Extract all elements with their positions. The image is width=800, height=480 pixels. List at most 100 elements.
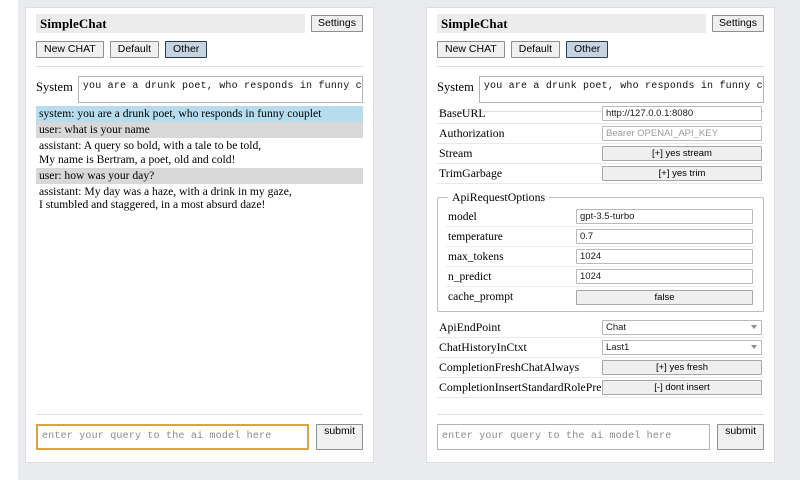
settings-row-value: false [576,289,753,305]
app-title: SimpleChat [36,14,306,33]
input-max_tokens[interactable]: 1024 [576,249,753,264]
chat-message-line: My name is Bertram, a poet, old and cold… [39,152,236,166]
tabrow-left: New CHAT Default Other [36,40,363,58]
input-authorization[interactable]: Bearer OPENAI_API_KEY [602,126,762,141]
chat-message-assistant: assistant: My day was a haze, with a dri… [36,184,363,214]
select-value: Chat [606,322,627,333]
input-baseurl[interactable]: http://127.0.0.1:8080 [602,106,762,121]
titlebar-left: SimpleChat Settings [36,14,363,33]
settings-row-label: cache_prompt [448,291,514,303]
divider-top-left [36,66,363,67]
settings-row-value: http://127.0.0.1:8080 [602,106,762,121]
settings-row: n_predict 1024 [446,267,755,287]
settings-row-value: [+] yes fresh [602,360,762,375]
chevron-down-icon [751,345,757,349]
chat-message-system: system: you are a drunk poet, who respon… [36,106,363,123]
query-bar-right: enter your query to the ai model here su… [437,414,764,450]
settings-row: CompletionInsertStandardRolePrefix [-] do… [437,378,764,398]
chat-panel-inner: SimpleChat Settings New CHAT Default Oth… [36,14,363,456]
app-title-right: SimpleChat [437,14,707,33]
tab-default-right[interactable]: Default [510,40,561,58]
system-prompt-input-right[interactable]: you are a drunk poet, who responds in fu… [478,76,764,103]
input-temperature[interactable]: 0.7 [576,229,753,244]
submit-button-right[interactable]: submit [717,424,764,450]
input-n_predict[interactable]: 1024 [576,269,753,284]
system-label: System [36,80,73,94]
settings-row-value: 1024 [576,249,753,264]
settings-row: Stream [+] yes stream [437,144,764,164]
chat-panel: SimpleChat Settings New CHAT Default Oth… [25,7,374,463]
chat-message-line: system: you are a drunk poet, who respon… [39,107,322,120]
settings-row-label: TrimGarbage [439,166,503,180]
tab-other[interactable]: Other [165,40,208,58]
tab-default[interactable]: Default [109,40,160,58]
chevron-down-icon [751,325,757,329]
divider-top-right [437,66,764,67]
tab-other-right[interactable]: Other [566,40,609,58]
system-prompt-row-right: System you are a drunk poet, who respond… [437,76,764,103]
divider-bottom-left [36,414,363,415]
select-apiendpoint[interactable]: Chat [602,320,762,335]
divider-mid-right [437,111,764,112]
toggle-cache_prompt[interactable]: false [576,289,753,305]
settings-row: BaseURL http://127.0.0.1:8080 [437,104,764,124]
chat-log[interactable]: system: you are a drunk poet, who respon… [36,106,363,400]
settings-row-label: model [448,210,477,223]
settings-row-value: [+] yes trim [602,166,762,181]
settings-row: CompletionFreshChatAlways [+] yes fresh [437,358,764,378]
settings-row-value: 1024 [576,269,753,284]
chat-message-line: assistant: A query so bold, with a tale … [39,139,262,153]
settings-button[interactable]: Settings [311,15,363,32]
select-chathistoryinctxt[interactable]: Last1 [602,340,762,355]
chat-message-user: user: what is your name [36,122,363,139]
settings-row: model gpt-3.5-turbo [446,207,755,227]
new-chat-button-right[interactable]: New CHAT [437,40,505,58]
settings-row: ApiEndPoint Chat [437,318,764,338]
submit-button[interactable]: submit [316,424,363,450]
settings-list: BaseURL http://127.0.0.1:8080 Authorizatio… [437,104,764,400]
system-prompt-input[interactable]: you are a drunk poet, who responds in fu… [77,76,363,103]
settings-row-value: gpt-3.5-turbo [576,209,753,224]
chat-message-line: assistant: My day was a haze, with a dri… [39,185,292,199]
chat-message-line: user: what is your name [39,123,150,137]
settings-panel-inner: SimpleChat Settings New CHAT Default Oth… [437,14,764,456]
toggle-completionfreshchatalways[interactable]: [+] yes fresh [602,360,762,375]
query-input-right[interactable]: enter your query to the ai model here [437,424,711,450]
query-input[interactable]: enter your query to the ai model here [36,424,310,450]
settings-row: cache_prompt false [446,287,755,307]
settings-row: temperature 0.7 [446,227,755,247]
settings-row-value: 0.7 [576,229,753,244]
settings-row-label: max_tokens [448,250,504,263]
settings-row-label: CompletionInsertStandardRolePrefix [439,380,615,394]
new-chat-button[interactable]: New CHAT [36,40,104,58]
settings-row-label: CompletionFreshChatAlways [439,360,580,374]
toggle-trimgarbage[interactable]: [+] yes trim [602,166,762,181]
system-label-right: System [437,80,474,94]
settings-row-label: BaseURL [439,106,486,120]
input-model[interactable]: gpt-3.5-turbo [576,209,753,224]
settings-row-label: temperature [448,230,503,243]
toggle-completioninsertstandardroleprefix[interactable]: [-] dont insert [602,380,762,395]
query-bar-left: enter your query to the ai model here su… [36,414,363,450]
api-request-options-legend: ApiRequestOptions [452,190,546,204]
system-prompt-row-left: System you are a drunk poet, who respond… [36,76,363,103]
tabrow-right: New CHAT Default Other [437,40,764,58]
settings-row-label: n_predict [448,270,492,283]
settings-row-value: Last1 [602,340,762,355]
settings-row: max_tokens 1024 [446,247,755,267]
settings-row: TrimGarbage [+] yes trim [437,164,764,184]
settings-row-label: Authorization [439,126,505,140]
chat-message-line: I stumbled and staggered, in a most absu… [39,198,266,212]
toggle-stream[interactable]: [+] yes stream [602,146,762,161]
settings-row-value: Bearer OPENAI_API_KEY [602,126,762,141]
settings-row-label: Stream [439,146,473,160]
settings-row: Authorization Bearer OPENAI_API_KEY [437,124,764,144]
settings-row-label: ChatHistoryInCtxt [439,340,527,354]
divider-bottom-right [437,414,764,415]
settings-button-right[interactable]: Settings [712,15,764,32]
select-value: Last1 [606,342,630,353]
settings-panel: SimpleChat Settings New CHAT Default Oth… [426,7,775,463]
settings-row-value: [+] yes stream [602,146,762,161]
api-request-options-fieldset: ApiRequestOptions model gpt-3.5-turbo tempe… [437,190,764,312]
